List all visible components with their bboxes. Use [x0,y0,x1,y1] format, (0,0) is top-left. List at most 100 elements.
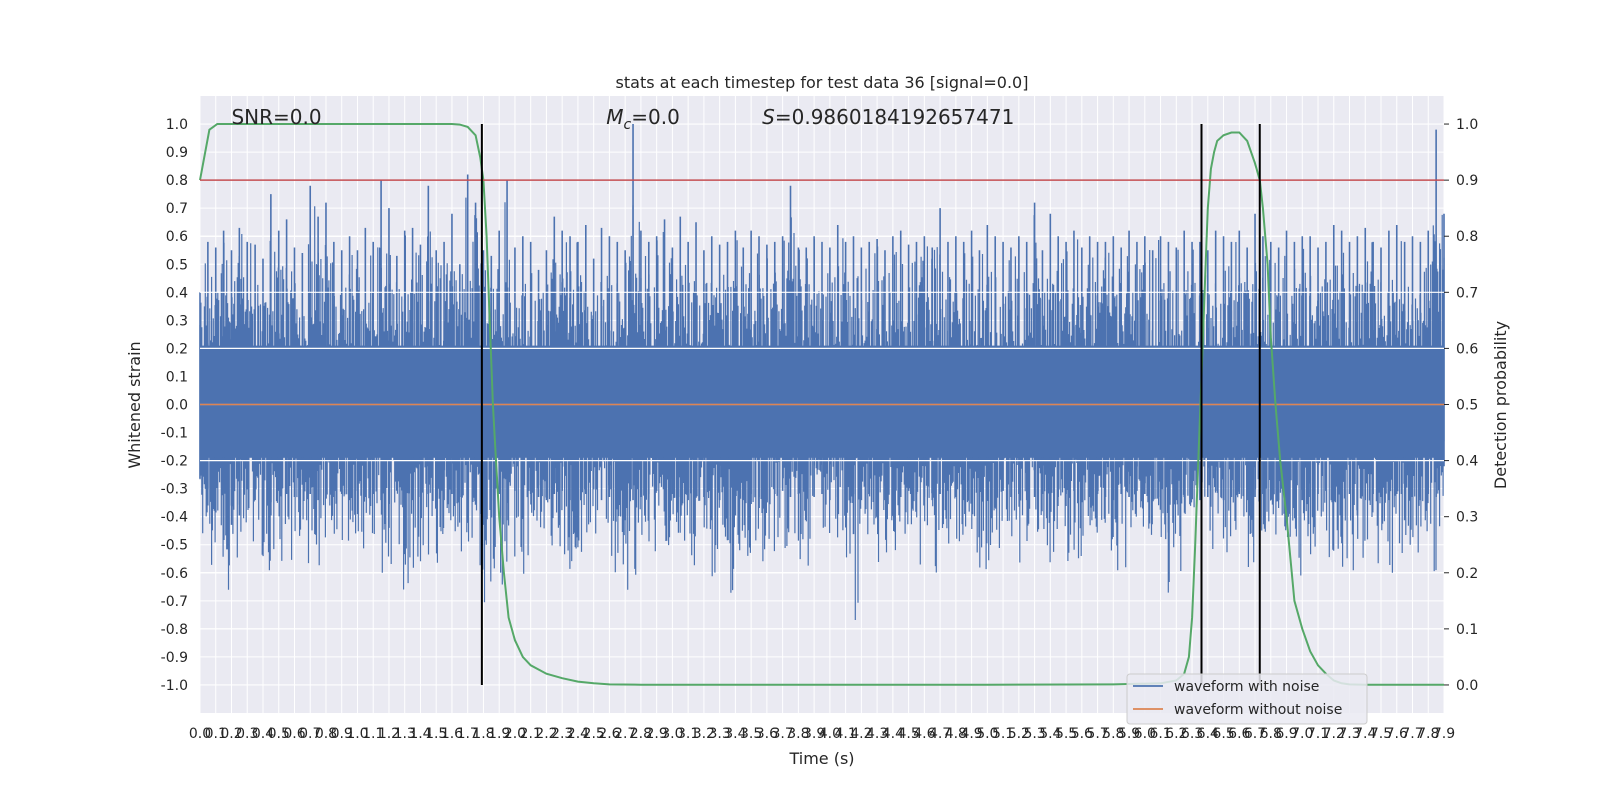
x-tick-label: 4.5 [897,726,919,742]
x-tick-label: 5.5 [1055,726,1077,742]
y2-tick-label: 0.8 [1456,229,1478,245]
y-tick-label: -0.4 [161,510,188,526]
x-axis-label: Time (s) [788,749,854,768]
x-tick-label: 0.7 [299,726,321,742]
y-tick-label: -0.9 [161,650,188,666]
y-tick-label: -0.2 [161,454,188,470]
x-tick-label: 1.3 [394,726,416,742]
vertical-markers [480,124,1261,685]
x-tick-label: 0.2 [220,726,242,742]
mc-annotation: Mc=0.0 [606,105,680,133]
x-tick-label: 7.5 [1370,726,1392,742]
x-tick-labels: 0.00.10.20.30.40.50.60.70.80.91.01.11.21… [189,726,1455,742]
y2-tick-label: 0.4 [1456,454,1478,470]
x-tick-label: 2.6 [598,726,620,742]
y-tick-label: 1.0 [166,117,188,133]
x-tick-label: 5.4 [1039,726,1061,742]
x-tick-label: 4.7 [929,726,951,742]
x-tick-label: 5.9 [1118,726,1140,742]
x-tick-label: 3.1 [677,726,699,742]
x-tick-label: 1.9 [488,726,510,742]
x-tick-label: 7.0 [1291,726,1313,742]
x-tick-label: 2.5 [583,726,605,742]
x-tick-label: 2.2 [535,726,557,742]
x-tick-label: 3.7 [772,726,794,742]
x-tick-label: 3.6 [756,726,778,742]
x-tick-label: 0.0 [189,726,211,742]
y2-tick-label: 0.7 [1456,285,1478,301]
x-tick-label: 1.0 [346,726,368,742]
x-tick-label: 7.9 [1433,726,1455,742]
y-tick-label: 0.0 [166,398,188,414]
x-tick-label: 5.1 [992,726,1014,742]
x-tick-label: 2.8 [630,726,652,742]
legend-label-0: waveform with noise [1174,679,1319,695]
x-tick-label: 7.7 [1401,726,1423,742]
legend: waveform with noise waveform without nois… [1126,673,1368,725]
x-tick-label: 3.3 [709,726,731,742]
x-tick-label: 3.8 [787,726,809,742]
x-tick-label: 7.3 [1338,726,1360,742]
x-tick-label: 5.7 [1086,726,1108,742]
y-tick-label: -0.5 [161,538,188,554]
x-tick-label: 4.6 [913,726,935,742]
x-tick-label: 7.8 [1417,726,1439,742]
x-tick-label: 1.4 [409,726,431,742]
y-tick-label: -0.8 [161,622,188,638]
x-tick-label: 0.5 [268,726,290,742]
x-tick-label: 6.2 [1165,726,1187,742]
x-tick-label: 0.4 [252,726,274,742]
x-tick-label: 3.2 [693,726,715,742]
x-tick-label: 6.8 [1260,726,1282,742]
x-tick-label: 4.1 [834,726,856,742]
x-tick-label: 1.2 [378,726,400,742]
x-tick-label: 2.3 [551,726,573,742]
y-tick-label: -0.1 [161,426,188,442]
x-tick-label: 5.8 [1102,726,1124,742]
y-tick-label: 0.2 [166,341,188,357]
series-line-2 [199,123,1444,686]
x-tick-label: 3.9 [803,726,825,742]
x-tick-label: 6.1 [1149,726,1171,742]
y-tick-label: -0.3 [161,482,188,498]
x-tick-label: 0.9 [331,726,353,742]
y2-axis-label: Detection probability [1491,321,1510,489]
y2-tick-label: 1.0 [1456,117,1478,133]
x-tick-label: 2.7 [614,726,636,742]
x-tick-label: 2.9 [646,726,668,742]
legend-box [1126,673,1368,725]
x-tick-label: 5.0 [976,726,998,742]
annotations: SNR=0.0 Mc=0.0 S=0.9860184192657471 [231,105,1014,133]
y-axis-label: Whitened strain [125,341,144,468]
x-tick-label: 5.3 [1023,726,1045,742]
y-tick-label: -0.6 [161,566,188,582]
x-tick-label: 7.1 [1307,726,1329,742]
x-tick-label: 5.6 [1071,726,1093,742]
y2-tick-label: 0.5 [1456,398,1478,414]
s-annotation: S=0.9860184192657471 [762,105,1014,129]
y2-tick-label: 0.3 [1456,510,1478,526]
y2-tick-label: 0.6 [1456,341,1478,357]
x-tick-label: 3.5 [740,726,762,742]
x-tick-label: 2.4 [567,726,589,742]
x-tick-label: 7.2 [1323,726,1345,742]
x-tick-label: 4.3 [866,726,888,742]
x-tick-label: 1.8 [472,726,494,742]
x-tick-label: 2.0 [504,726,526,742]
y-tick-label: 0.7 [166,201,188,217]
x-tick-label: 4.0 [819,726,841,742]
x-tick-label: 4.8 [945,726,967,742]
x-tick-label: 3.0 [661,726,683,742]
y2-tick-label: 0.0 [1456,678,1478,694]
y-tick-label: 0.9 [166,145,188,161]
x-tick-label: 0.3 [236,726,258,742]
snr-annotation: SNR=0.0 [231,105,321,129]
y-tick-label: 0.3 [166,313,188,329]
x-tick-label: 0.8 [315,726,337,742]
x-tick-label: 6.7 [1244,726,1266,742]
y2-tick-labels: 0.0 0.1 0.2 0.3 0.4 0.5 0.6 0.7 0.8 0.9 1.0 [1444,117,1478,694]
y2-tick-label: 0.9 [1456,173,1478,189]
noise-envelope [199,124,1445,620]
y-tick-label: -0.7 [161,594,188,610]
y-tick-label: 0.5 [166,257,188,273]
